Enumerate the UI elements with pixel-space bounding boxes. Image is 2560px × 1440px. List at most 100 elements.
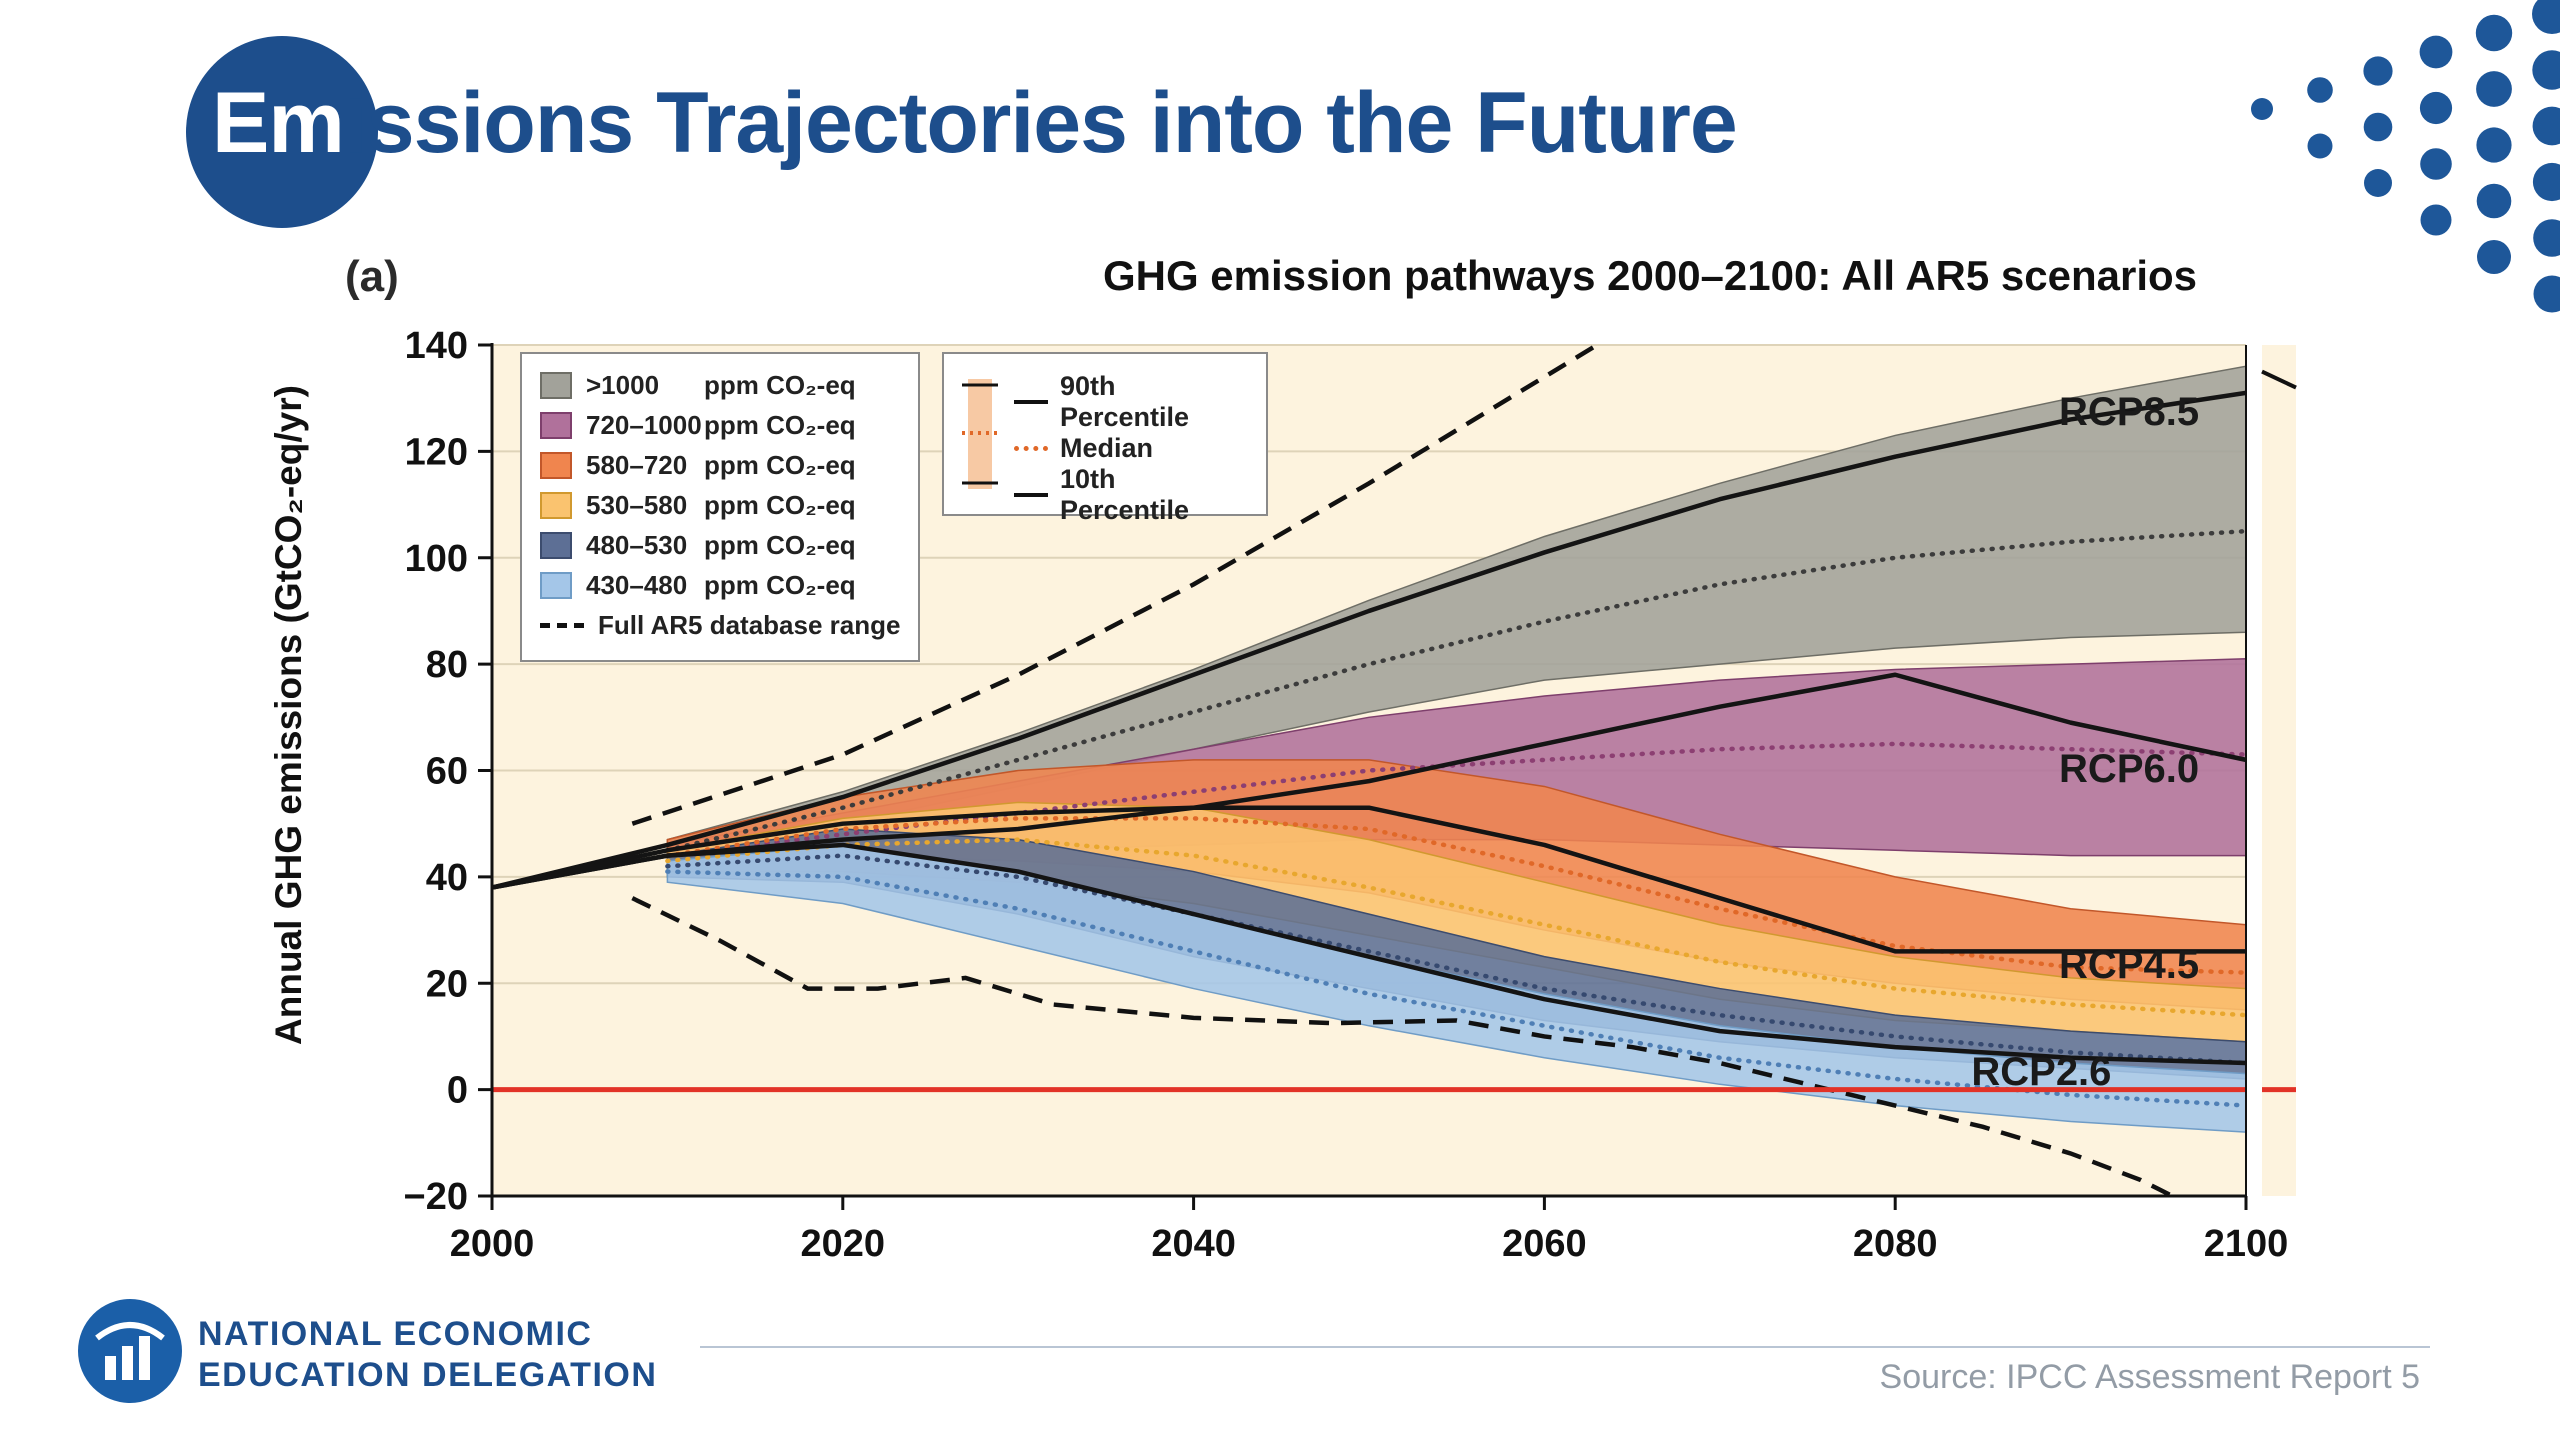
- title-highlight: Em: [212, 75, 345, 171]
- org-line1: NATIONAL ECONOMIC: [198, 1315, 593, 1353]
- percentile-legend: 90th Percentile Median 10th Percentile: [942, 352, 1268, 525]
- scenario-label-RCP6.0: RCP6.0: [2059, 746, 2200, 791]
- ar5-range-upper: [631, 345, 1602, 826]
- color-swatch: [540, 372, 572, 399]
- chart-title: GHG emission pathways 2000–2100: All AR5…: [1102, 252, 2198, 299]
- y-tick-label: −20: [404, 1176, 468, 1218]
- scenario-label-RCP2.6: RCP2.6: [1971, 1049, 2112, 1094]
- legend-label: 720–1000 ppm CO₂-eq: [586, 410, 856, 440]
- color-swatch: [540, 452, 572, 479]
- corner-dot: [2477, 240, 2511, 274]
- corner-dot: [2533, 219, 2560, 257]
- percentile-row: 90th Percentile: [1014, 371, 1252, 433]
- org-name: NATIONAL ECONOMIC EDUCATION DELEGATION: [198, 1314, 657, 1396]
- legend-item: 580–720 ppm CO₂-eq: [540, 450, 902, 481]
- line-RCP2.6: [492, 842, 2246, 1066]
- scenario-legend: >1000 ppm CO₂-eq 720–1000 ppm CO₂-eq 580–720…: [520, 352, 920, 662]
- corner-dot: [2307, 133, 2333, 159]
- color-swatch: [540, 412, 572, 439]
- percentile-label: 90th Percentile: [1059, 371, 1190, 432]
- percentile-label: 10th Percentile: [1059, 464, 1190, 525]
- corner-dot: [2363, 56, 2393, 86]
- legend-label: 530–580 ppm CO₂-eq: [586, 490, 856, 520]
- percentile-line-icon: [1014, 493, 1048, 497]
- need-logo: [78, 1299, 182, 1403]
- org-line2: EDUCATION DELEGATION: [198, 1355, 658, 1394]
- x-tick-label: 2000: [450, 1223, 535, 1265]
- corner-dot: [2419, 91, 2453, 125]
- corner-dot: [2476, 71, 2512, 107]
- corner-dot: [2475, 14, 2513, 52]
- median->1000 ppm CO₂-eq: [665, 528, 2246, 853]
- source-credit: Source: IPCC Assessment Report 5: [1879, 1358, 2420, 1396]
- median-720–1000 ppm CO₂-eq: [665, 741, 2246, 858]
- corner-dot: [2532, 50, 2560, 90]
- y-axis-label: Annual GHG emissions (GtCO₂-eq/yr): [268, 385, 309, 1045]
- y-tick-label: 80: [426, 644, 468, 686]
- median-480–530 ppm CO₂-eq: [665, 853, 2246, 1066]
- percentile-sample-bar: [962, 379, 998, 489]
- legend-item: 530–580 ppm CO₂-eq: [540, 490, 902, 521]
- footer-divider: [700, 1346, 2430, 1348]
- line-RCP4.5: [492, 805, 2246, 954]
- scenario-label-RCP4.5: RCP4.5: [2059, 943, 2200, 988]
- percentile-line-icon: [1014, 400, 1048, 404]
- corner-dot: [2364, 169, 2392, 197]
- corner-dot: [2419, 35, 2453, 69]
- x-tick-label: 2060: [1502, 1223, 1587, 1265]
- legend-item: Full AR5 database range: [540, 610, 902, 641]
- legend-label: 580–720 ppm CO₂-eq: [586, 450, 856, 480]
- y-tick-label: 20: [426, 963, 468, 1005]
- corner-dot: [2307, 77, 2333, 103]
- legend-item: 480–530 ppm CO₂-eq: [540, 530, 902, 561]
- scenario-label-RCP8.5: RCP8.5: [2059, 390, 2200, 435]
- corner-dot: [2251, 98, 2273, 120]
- median-580–720 ppm CO₂-eq: [665, 816, 2246, 975]
- ar5-range-lower: [631, 896, 2178, 1196]
- y-tick-label: 140: [405, 325, 468, 367]
- panel-label: (a): [345, 252, 399, 301]
- y-tick-label: 120: [405, 431, 468, 473]
- corner-dot: [2420, 148, 2452, 180]
- line-RCP6.0: [492, 672, 2246, 890]
- corner-dot: [2476, 127, 2512, 163]
- x-tick-label: 2080: [1853, 1223, 1938, 1265]
- x-tick-label: 2040: [1151, 1223, 1236, 1265]
- y-tick-label: 60: [426, 751, 468, 793]
- legend-item: 430–480 ppm CO₂-eq: [540, 570, 902, 601]
- corner-dot: [2363, 112, 2393, 142]
- color-swatch: [540, 532, 572, 559]
- y-tick-label: 40: [426, 857, 468, 899]
- median-line-icon: [1014, 446, 1048, 451]
- legend-item: 720–1000 ppm CO₂-eq: [540, 410, 902, 441]
- corner-dot-pattern: [2251, 0, 2560, 313]
- legend-label: >1000 ppm CO₂-eq: [586, 370, 856, 400]
- title-accent-circle: [186, 36, 378, 228]
- x-tick-label: 2020: [801, 1223, 886, 1265]
- line-RCP8.5: [492, 390, 2246, 890]
- page-title: Emissions Trajectories into the Future: [212, 74, 1738, 173]
- color-swatch: [540, 572, 572, 599]
- legend-label: Full AR5 database range: [598, 610, 901, 640]
- median-530–580 ppm CO₂-eq: [665, 837, 2246, 1018]
- side-strip-line: [2261, 369, 2297, 390]
- legend-item: >1000 ppm CO₂-eq: [540, 370, 902, 401]
- percentile-row: 10th Percentile: [1014, 464, 1252, 526]
- legend-label: 430–480 ppm CO₂-eq: [586, 570, 856, 600]
- emissions-chart: 140 120 100 80 60 40 20 0 −20 2000 2020 2040 2060 208…: [404, 325, 2297, 1265]
- dashed-line-swatch: [540, 623, 584, 628]
- corner-dot: [2533, 275, 2560, 313]
- percentile-label: Median: [1060, 433, 1154, 463]
- side-strip: [2262, 345, 2296, 1196]
- corner-dot: [2420, 204, 2452, 236]
- y-tick-label: 100: [405, 538, 468, 580]
- corner-dot: [2532, 0, 2560, 34]
- corner-dot: [2532, 106, 2560, 146]
- corner-dot: [2476, 183, 2512, 219]
- color-swatch: [540, 492, 572, 519]
- legend-label: 480–530 ppm CO₂-eq: [586, 530, 856, 560]
- y-tick-label: 0: [447, 1070, 468, 1112]
- title-rest: issions Trajectories into the Future: [343, 75, 1738, 171]
- percentile-row: Median: [1014, 433, 1252, 464]
